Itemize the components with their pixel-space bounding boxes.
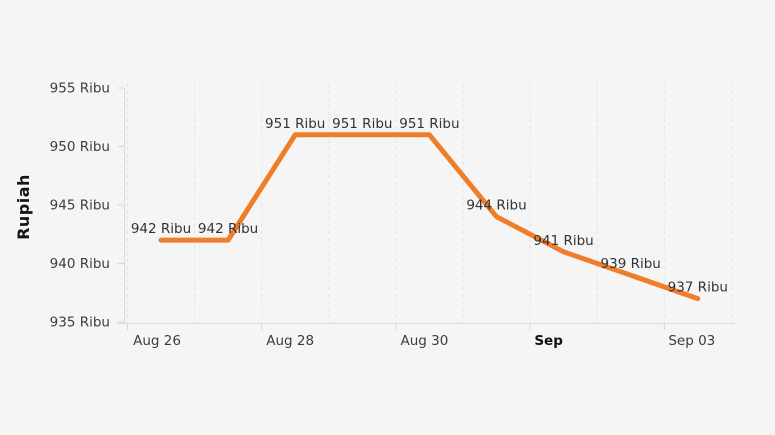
data-label: 942 Ribu (198, 221, 258, 237)
data-label: 939 Ribu (601, 256, 661, 272)
data-label: 944 Ribu (466, 198, 526, 214)
x-tick-label: Sep 03 (668, 333, 715, 349)
y-tick-label: 950 Ribu (50, 139, 110, 155)
data-label: 937 Ribu (668, 280, 728, 296)
y-tick-label: 955 Ribu (50, 81, 110, 97)
data-label: 951 Ribu (399, 116, 459, 132)
y-tick-label: 945 Ribu (50, 198, 110, 214)
series-line[interactable] (158, 132, 701, 302)
data-label: 942 Ribu (131, 221, 191, 237)
x-tick-label: Sep (534, 333, 563, 349)
y-tick-label: 935 Ribu (50, 315, 110, 331)
x-tick-label: Aug 30 (400, 333, 448, 349)
data-label: 941 Ribu (533, 233, 593, 249)
x-tick-label: Aug 26 (133, 333, 181, 349)
data-label: 951 Ribu (332, 116, 392, 132)
data-label: 951 Ribu (265, 116, 325, 132)
x-tick-label: Aug 28 (266, 333, 314, 349)
y-tick-label: 940 Ribu (50, 256, 110, 272)
y-axis-title: Rupiah (14, 174, 33, 240)
